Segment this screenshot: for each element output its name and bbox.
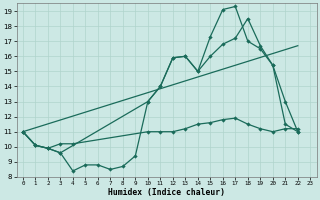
X-axis label: Humidex (Indice chaleur): Humidex (Indice chaleur) xyxy=(108,188,225,197)
